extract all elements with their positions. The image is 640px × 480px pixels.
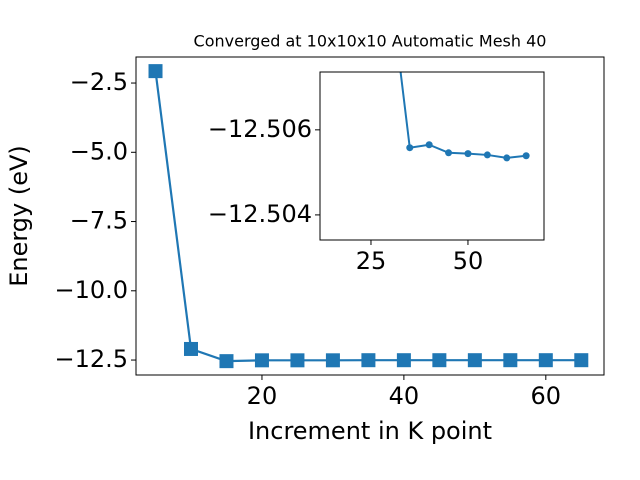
marker [290,353,305,368]
marker [467,353,482,368]
marker [254,353,269,368]
plot-area [148,64,589,369]
y-tick-label: −10.0 [54,276,128,304]
y-tick-label: −12.504 [208,200,312,228]
marker [361,353,376,368]
axes-frame [319,71,545,241]
x-axis-label: Increment in K point [248,417,492,445]
x-tick-label: 50 [453,247,484,275]
marker [522,152,530,160]
marker [483,151,491,159]
marker [503,353,518,368]
x-tick-label: 60 [531,382,562,410]
marker [183,341,198,356]
marker [396,353,411,368]
marker [574,353,589,368]
marker [432,353,447,368]
x-tick-label: 25 [356,247,387,275]
y-tick-label: −7.5 [70,207,128,235]
y-tick-label: −12.5 [54,345,128,373]
marker [464,150,472,158]
marker [503,154,511,162]
axes-background [320,72,544,240]
marker [538,353,553,368]
x-tick-label: 40 [389,382,420,410]
marker [325,353,340,368]
marker [425,141,433,149]
plot-area [399,72,530,162]
marker [219,354,234,369]
chart-title: Converged at 10x10x10 Automatic Mesh 40 [194,32,547,51]
y-tick-label: −2.5 [70,68,128,96]
marker [148,64,163,79]
marker [445,149,453,157]
marker [406,144,414,152]
y-tick-label: −12.506 [208,115,312,143]
y-axis-label: Energy (eV) [5,145,33,287]
y-tick-label: −5.0 [70,137,128,165]
x-tick-label: 20 [247,382,278,410]
axes-frame [135,56,605,376]
